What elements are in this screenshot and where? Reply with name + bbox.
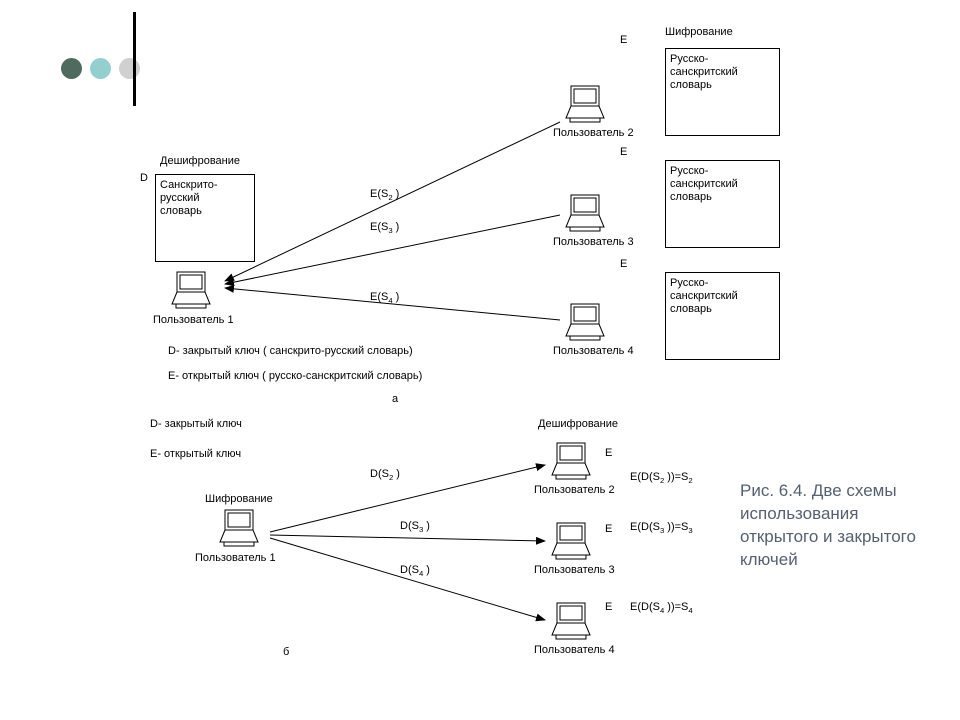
lbl-eq2: E(D(S2 ))=S2 bbox=[630, 471, 693, 485]
pc-user3-a bbox=[566, 195, 604, 231]
lbl-e-b1: E bbox=[605, 447, 612, 460]
lbl-eq3: E(D(S3 ))=S3 bbox=[630, 521, 693, 535]
lbl-user4-a: Пользователь 4 bbox=[553, 345, 634, 358]
lbl-d-top: D bbox=[140, 172, 148, 185]
pc-user3-b bbox=[552, 523, 590, 559]
pc-user1-a bbox=[172, 272, 210, 308]
box-e1-dict: Русско- санскритский словарь bbox=[665, 48, 780, 136]
lbl-user1-b: Пользователь 1 bbox=[195, 552, 276, 565]
lbl-ds3: D(S3 ) bbox=[400, 520, 430, 534]
pc-user1-b bbox=[220, 510, 258, 546]
lbl-encrypt-b: Шифрование bbox=[205, 493, 273, 506]
lbl-eq4: E(D(S4 ))=S4 bbox=[630, 601, 693, 615]
lbl-ds2: D(S2 ) bbox=[370, 468, 400, 482]
lbl-e-top3: E bbox=[620, 258, 627, 271]
lbl-key-e-b: E- открытый ключ bbox=[150, 448, 241, 461]
lbl-es2: E(S2 ) bbox=[370, 188, 399, 202]
lbl-decrypt-b: Дешифрование bbox=[538, 418, 618, 431]
diagram-svg bbox=[0, 0, 960, 720]
lbl-es4: E(S4 ) bbox=[370, 291, 399, 305]
lbl-e-b2: E bbox=[605, 523, 612, 536]
arr-u1b-u4 bbox=[270, 538, 545, 620]
lbl-b: б bbox=[283, 646, 289, 659]
lbl-key-d-b: D- закрытый ключ bbox=[150, 418, 242, 431]
lbl-e-b3: E bbox=[605, 601, 612, 614]
lbl-user3-a: Пользователь 3 bbox=[553, 236, 634, 249]
arr-u1b-u3 bbox=[270, 535, 545, 541]
lbl-key-e-a: E- открытый ключ ( русско-санскритский с… bbox=[168, 370, 422, 383]
lbl-e-top2: E bbox=[620, 146, 627, 159]
lbl-e-top1: E bbox=[620, 34, 627, 47]
lbl-user2-b: Пользователь 2 bbox=[534, 484, 615, 497]
box-d-dict: Санскрито- русский словарь bbox=[155, 174, 255, 262]
box-e3-dict: Русско- санскритский словарь bbox=[665, 272, 780, 360]
box-e2-dict: Русско- санскритский словарь bbox=[665, 160, 780, 248]
lbl-decrypt-a: Дешифрование bbox=[160, 155, 240, 168]
lbl-encryption-top: Шифрование bbox=[665, 26, 733, 39]
figure-caption: Рис. 6.4. Две схемы использования открыт… bbox=[740, 480, 940, 572]
lbl-user1-a: Пользователь 1 bbox=[153, 314, 234, 327]
lbl-user3-b: Пользователь 3 bbox=[534, 564, 615, 577]
pc-user4-b bbox=[552, 603, 590, 639]
lbl-a: а bbox=[392, 393, 398, 406]
lbl-es3: E(S3 ) bbox=[370, 221, 399, 235]
lbl-user4-b: Пользователь 4 bbox=[534, 644, 615, 657]
pc-user2-a bbox=[566, 86, 604, 122]
pc-user4-a bbox=[566, 304, 604, 340]
lbl-user2-a: Пользователь 2 bbox=[553, 127, 634, 140]
lbl-key-d-a: D- закрытый ключ ( санскрито-русский сло… bbox=[168, 345, 413, 358]
lbl-ds4: D(S4 ) bbox=[400, 564, 430, 578]
pc-user2-b bbox=[552, 443, 590, 479]
